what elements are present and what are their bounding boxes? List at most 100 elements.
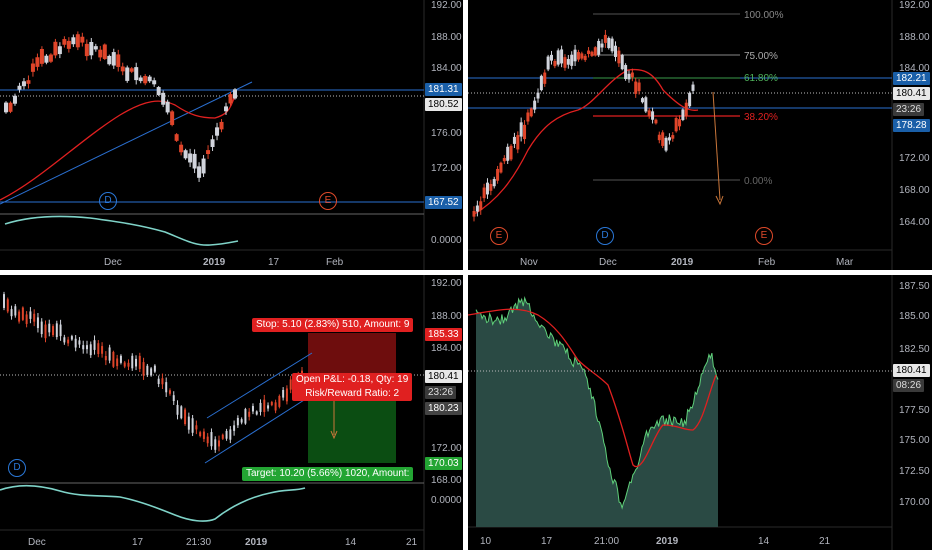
- candle: [40, 321, 43, 335]
- candle: [225, 430, 228, 439]
- candle: [657, 134, 661, 141]
- candle: [233, 89, 237, 99]
- candle: [472, 211, 476, 217]
- price-tick: 176.00: [431, 128, 462, 139]
- candle: [236, 417, 239, 426]
- candle: [48, 323, 51, 333]
- candle: [219, 121, 224, 130]
- candle: [26, 80, 31, 84]
- candle: [39, 48, 44, 64]
- time-tick: Feb: [326, 257, 344, 268]
- candle: [267, 405, 270, 409]
- chart-pane-top-right[interactable]: 100.00% 75.00% 61.80% 38.20% 0.00% 192.0…: [468, 0, 932, 270]
- candle: [214, 439, 217, 450]
- candle: [502, 157, 506, 162]
- dividend-badge[interactable]: D: [596, 227, 614, 245]
- chart-pane-bottom-right[interactable]: 187.50 185.00 182.50 177.50 175.00 172.5…: [468, 275, 932, 550]
- candle: [229, 429, 232, 440]
- candle: [206, 150, 211, 155]
- candle: [654, 119, 658, 124]
- candle: [165, 101, 170, 113]
- candle: [274, 402, 277, 411]
- chart-canvas-bottom-right[interactable]: 187.50 185.00 182.50 177.50 175.00 172.5…: [468, 275, 932, 550]
- fib-label: 0.00%: [744, 176, 772, 187]
- price-tag-last: 180.41: [893, 364, 930, 377]
- chart-canvas-top-right[interactable]: 100.00% 75.00% 61.80% 38.20% 0.00% 192.0…: [468, 0, 932, 270]
- candle: [566, 58, 570, 65]
- time-tick: 2019: [656, 536, 679, 547]
- pnl-label[interactable]: Open P&L: -0.18, Qty: 19 Risk/Reward Rat…: [292, 373, 413, 401]
- time-tick: Dec: [599, 257, 617, 268]
- candle: [600, 43, 604, 48]
- target-label[interactable]: Target: 10.20 (5.66%) 1020, Amount:: [242, 467, 414, 481]
- candle: [179, 144, 184, 153]
- candle: [671, 135, 675, 139]
- candle: [479, 201, 483, 211]
- candle: [67, 339, 70, 344]
- price-tick: 188.00: [431, 311, 462, 322]
- candle: [143, 76, 148, 84]
- earnings-badge[interactable]: E: [490, 227, 508, 245]
- candle: [573, 49, 577, 62]
- candle: [147, 76, 152, 82]
- candle: [157, 378, 160, 384]
- price-tick: 185.00: [899, 311, 930, 322]
- price-tick: 177.50: [899, 405, 930, 416]
- dividend-badge[interactable]: D: [8, 459, 26, 477]
- pane-divider-vertical[interactable]: [463, 0, 468, 550]
- stop-zone[interactable]: [308, 333, 396, 378]
- candle: [270, 401, 273, 406]
- candle: [187, 416, 190, 430]
- candle: [127, 362, 130, 367]
- candle: [563, 57, 567, 68]
- candle: [691, 84, 695, 91]
- earnings-badge[interactable]: E: [755, 227, 773, 245]
- candle: [18, 311, 21, 322]
- time-tick: 17: [541, 536, 553, 547]
- candle: [627, 73, 631, 80]
- candle: [108, 347, 111, 361]
- stop-label[interactable]: Stop: 5.10 (2.83%) 510, Amount: 9: [252, 318, 414, 332]
- candle: [116, 54, 121, 67]
- candle: [556, 50, 560, 65]
- time-tick: 21: [406, 537, 418, 548]
- candle: [135, 358, 138, 367]
- candle: [44, 324, 47, 339]
- earnings-badge[interactable]: E: [319, 192, 337, 210]
- candle: [590, 51, 594, 56]
- price-tag-last: 180.41: [893, 87, 930, 100]
- price-tick: 168.00: [899, 185, 930, 196]
- chart-canvas-bottom-left[interactable]: 192.00 188.00 184.00 172.00 168.00 0.000…: [0, 275, 463, 550]
- price-tick: 170.00: [899, 497, 930, 508]
- candle: [89, 41, 94, 56]
- chart-canvas-top-left[interactable]: 192.00 188.00 184.00 176.00 172.00 0.000…: [0, 0, 463, 270]
- candle: [624, 65, 628, 80]
- candle: [104, 355, 107, 361]
- chart-pane-top-left[interactable]: 192.00 188.00 184.00 176.00 172.00 0.000…: [0, 0, 463, 270]
- candle: [489, 183, 493, 191]
- candle: [206, 436, 209, 444]
- price-tag-stop: 185.33: [425, 328, 462, 341]
- dividend-badge[interactable]: D: [99, 192, 117, 210]
- fib-label: 61.80%: [744, 73, 778, 84]
- candle: [644, 97, 648, 112]
- candle: [97, 343, 100, 355]
- candle: [153, 365, 156, 372]
- chart-pane-bottom-left[interactable]: 192.00 188.00 184.00 172.00 168.00 0.000…: [0, 275, 463, 550]
- candle: [593, 47, 597, 56]
- candle: [63, 337, 66, 343]
- candle: [10, 309, 13, 317]
- candle: [75, 34, 80, 48]
- price-tick: 188.00: [431, 32, 462, 43]
- candle: [603, 34, 607, 43]
- fib-label: 100.00%: [744, 10, 784, 21]
- time-tick: Dec: [104, 257, 122, 268]
- candle: [150, 368, 153, 376]
- candle: [255, 411, 258, 415]
- price-area: [476, 297, 718, 527]
- candle: [161, 92, 166, 105]
- candle: [201, 158, 206, 174]
- candle: [111, 52, 116, 66]
- candle: [630, 72, 634, 78]
- price-tick: 192.00: [899, 0, 930, 11]
